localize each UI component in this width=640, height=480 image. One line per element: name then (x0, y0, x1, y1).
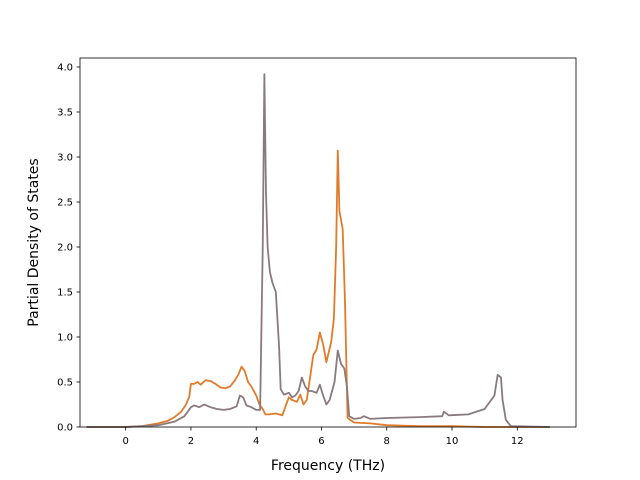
y-tick-label: 3.5 (57, 108, 73, 119)
y-tick-label: 0.0 (57, 423, 73, 434)
axes-frame (79, 57, 577, 428)
x-tick-label: 6 (318, 436, 324, 447)
x-tick-label: 12 (511, 436, 524, 447)
y-tick-label: 1.0 (57, 333, 73, 344)
ticks-layer: 0 2 4 6 8 10 12 0.0 0.5 1.0 1.5 2.0 2.5 3.0 3.5 4.0 (57, 63, 524, 447)
x-axis-label: Frequency (THz) (271, 458, 385, 474)
y-tick-label: 4.0 (57, 63, 73, 74)
series-layer (86, 73, 550, 428)
y-tick-label: 2.0 (57, 243, 73, 254)
x-tick-label: 4 (253, 436, 259, 447)
series-line-1 (86, 149, 550, 428)
x-tick-label: 10 (446, 436, 459, 447)
y-axis-label: Partial Density of States (26, 158, 42, 326)
series-line-2 (86, 73, 550, 428)
x-tick-label: 8 (384, 436, 390, 447)
y-tick-label: 0.5 (57, 378, 73, 389)
y-tick-label: 3.0 (57, 153, 73, 164)
x-tick-label: 0 (122, 436, 128, 447)
y-tick-label: 2.5 (57, 198, 73, 209)
x-tick-label: 2 (188, 436, 194, 447)
y-tick-label: 1.5 (57, 288, 73, 299)
